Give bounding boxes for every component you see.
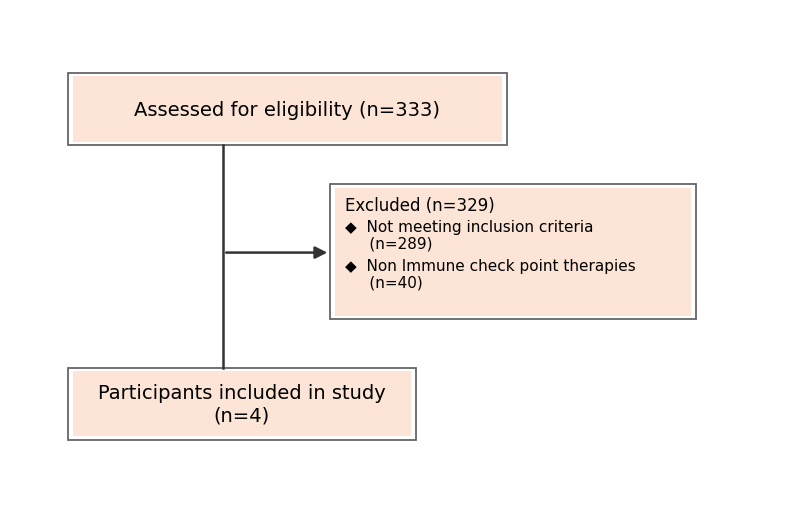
Text: Assessed for eligibility (n=333): Assessed for eligibility (n=333)	[135, 100, 441, 120]
Text: Excluded (n=329): Excluded (n=329)	[345, 196, 495, 215]
FancyBboxPatch shape	[335, 188, 691, 316]
FancyBboxPatch shape	[72, 77, 502, 143]
Text: ◆  Not meeting inclusion criteria: ◆ Not meeting inclusion criteria	[345, 219, 594, 234]
Text: ◆  Non Immune check point therapies: ◆ Non Immune check point therapies	[345, 258, 636, 273]
FancyBboxPatch shape	[68, 74, 507, 146]
Text: (n=289): (n=289)	[345, 236, 433, 250]
Text: (n=40): (n=40)	[345, 275, 423, 289]
Text: Participants included in study
(n=4): Participants included in study (n=4)	[98, 383, 386, 424]
FancyBboxPatch shape	[331, 185, 696, 319]
FancyBboxPatch shape	[72, 371, 411, 437]
FancyBboxPatch shape	[68, 368, 416, 440]
